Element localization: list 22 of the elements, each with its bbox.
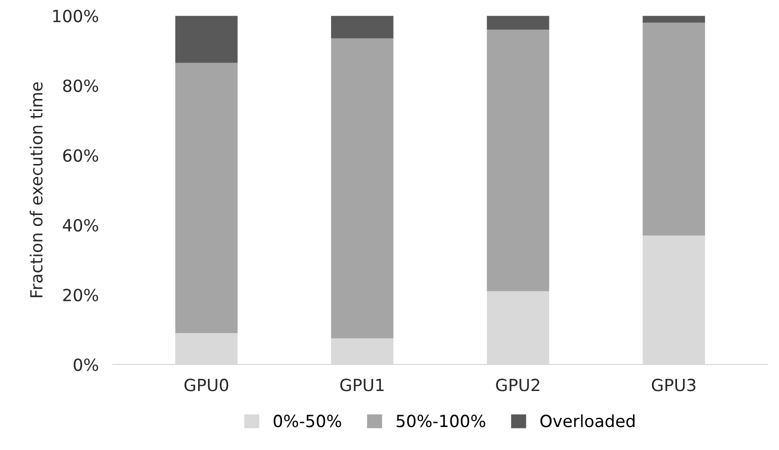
bar [175, 16, 238, 63]
y-axis-title: Fraction of execution time [30, 82, 43, 298]
x-tick-label: GPU2 [496, 378, 540, 392]
y-tick-label: 0% [74, 358, 98, 372]
y-tick-label: 60% [63, 149, 98, 162]
bar [175, 62, 238, 334]
bar [331, 16, 394, 38]
legend-label: Overloaded [540, 414, 634, 428]
legend-label: 0%-50% [274, 414, 342, 428]
x-tick-label: GPU3 [652, 378, 696, 392]
y-tick-label: 40% [62, 218, 98, 232]
bar [486, 30, 550, 292]
y-tick-label: 100% [53, 10, 98, 22]
x-tick-label: GPU0 [184, 378, 228, 392]
bar [331, 38, 394, 338]
x-tick-label: GPU1 [340, 378, 384, 392]
y-tick-label: 80% [63, 79, 98, 92]
bar [642, 22, 705, 236]
y-tick-label: 20% [63, 288, 98, 302]
bar [642, 16, 705, 23]
bar [486, 16, 550, 30]
legend-label: 50%-100% [396, 414, 486, 428]
